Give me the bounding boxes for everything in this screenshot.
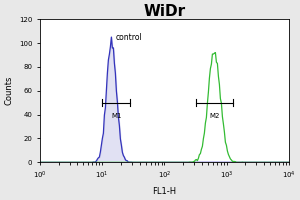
Text: M2: M2: [209, 113, 219, 119]
Text: M1: M1: [111, 113, 122, 119]
Text: control: control: [116, 33, 142, 42]
Y-axis label: Counts: Counts: [4, 76, 13, 105]
Title: WiDr: WiDr: [143, 4, 185, 19]
X-axis label: FL1-H: FL1-H: [152, 187, 176, 196]
